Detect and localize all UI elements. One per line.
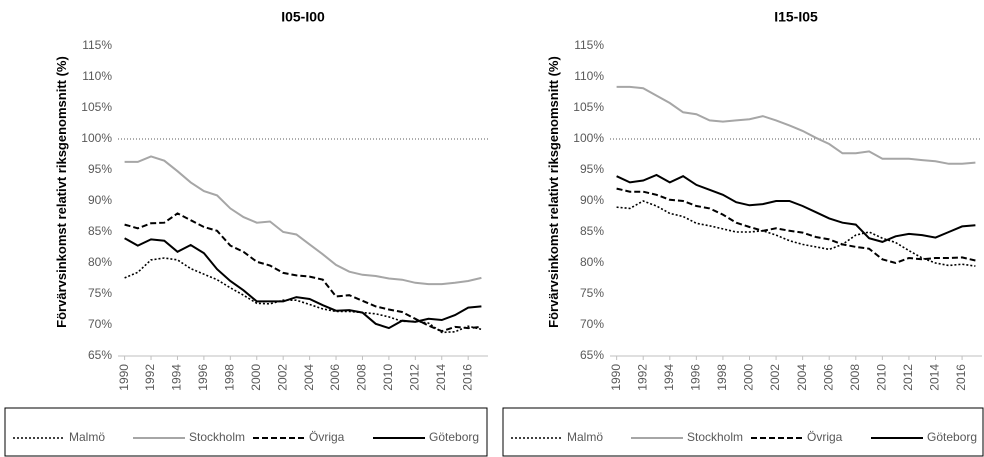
x-tick-label: 2014 bbox=[928, 364, 942, 391]
legend-box bbox=[4, 407, 488, 457]
legend-label: Övriga bbox=[807, 430, 843, 444]
x-tick-label: 2004 bbox=[302, 364, 316, 391]
x-tick-label: 2000 bbox=[249, 364, 263, 391]
x-tick-label: 2016 bbox=[954, 364, 968, 391]
series-line bbox=[616, 85, 976, 165]
legend-label: Göteborg bbox=[429, 430, 479, 444]
series-line bbox=[616, 200, 976, 267]
x-tick-label: 1994 bbox=[170, 364, 184, 391]
x-tick-label: 2012 bbox=[901, 364, 915, 391]
y-tick-label: 80% bbox=[88, 255, 112, 269]
y-tick-label: 110% bbox=[574, 69, 604, 83]
y-tick-label: 70% bbox=[88, 317, 112, 331]
y-tick-label: 110% bbox=[82, 69, 112, 83]
y-tick-label: 105% bbox=[573, 100, 604, 114]
x-tick-label: 2006 bbox=[328, 364, 342, 391]
legend-label: Stockholm bbox=[687, 430, 743, 444]
y-tick-label: 85% bbox=[88, 224, 112, 238]
legend-label: Malmö bbox=[567, 430, 603, 444]
x-tick-label: 2010 bbox=[875, 364, 889, 391]
legend-label: Malmö bbox=[69, 430, 105, 444]
y-tick-label: 90% bbox=[88, 193, 112, 207]
x-tick-label: 1992 bbox=[635, 364, 649, 391]
x-tick-label: 1994 bbox=[662, 364, 676, 391]
y-tick-label: 115% bbox=[574, 38, 604, 52]
y-tick-label: 70% bbox=[580, 317, 604, 331]
x-tick-label: 2008 bbox=[355, 364, 369, 391]
y-tick-label: 65% bbox=[88, 348, 112, 362]
legend-label: Stockholm bbox=[189, 430, 245, 444]
x-tick-label: 1996 bbox=[689, 364, 703, 391]
x-tick-label: 2004 bbox=[795, 364, 809, 391]
series-line bbox=[124, 212, 482, 333]
x-tick-label: 1998 bbox=[222, 364, 236, 391]
y-tick-label: 85% bbox=[580, 224, 604, 238]
y-tick-label: 95% bbox=[580, 162, 604, 176]
series-line bbox=[124, 155, 482, 286]
y-tick-label: 65% bbox=[580, 348, 604, 362]
y-axis-label: Förvärvsinkomst relativt riksgenomsnitt … bbox=[54, 56, 69, 328]
series-line bbox=[616, 187, 976, 265]
x-tick-label: 2016 bbox=[460, 364, 474, 391]
chart-title: I05-I00 bbox=[281, 9, 325, 25]
x-tick-label: 1996 bbox=[196, 364, 210, 391]
y-tick-label: 100% bbox=[81, 131, 112, 145]
x-tick-label: 2008 bbox=[848, 364, 862, 391]
legend-label: Övriga bbox=[309, 430, 345, 444]
series-line bbox=[124, 257, 482, 334]
legend-label: Göteborg bbox=[927, 430, 977, 444]
series-line bbox=[616, 173, 976, 243]
y-tick-label: 75% bbox=[580, 286, 604, 300]
x-tick-label: 2002 bbox=[275, 364, 289, 391]
series-line bbox=[124, 237, 482, 330]
y-tick-label: 75% bbox=[88, 286, 112, 300]
y-tick-label: 95% bbox=[88, 162, 112, 176]
x-tick-label: 2000 bbox=[742, 364, 756, 391]
x-tick-label: 2006 bbox=[821, 364, 835, 391]
y-tick-label: 115% bbox=[82, 38, 112, 52]
chart-title: I15-I05 bbox=[774, 9, 818, 25]
x-tick-label: 1998 bbox=[715, 364, 729, 391]
y-tick-label: 105% bbox=[81, 100, 112, 114]
x-tick-label: 2014 bbox=[434, 364, 448, 391]
legend-box bbox=[502, 407, 984, 457]
y-tick-label: 80% bbox=[580, 255, 604, 269]
x-tick-label: 1990 bbox=[609, 364, 623, 391]
x-tick-label: 1992 bbox=[143, 364, 157, 391]
x-tick-label: 2002 bbox=[768, 364, 782, 391]
y-axis-label: Förvärvsinkomst relativt riksgenomsnitt … bbox=[546, 56, 561, 328]
x-tick-label: 2012 bbox=[407, 364, 421, 391]
x-tick-label: 1990 bbox=[117, 364, 131, 391]
y-tick-label: 90% bbox=[580, 193, 604, 207]
y-tick-label: 100% bbox=[573, 131, 604, 145]
x-tick-label: 2010 bbox=[381, 364, 395, 391]
